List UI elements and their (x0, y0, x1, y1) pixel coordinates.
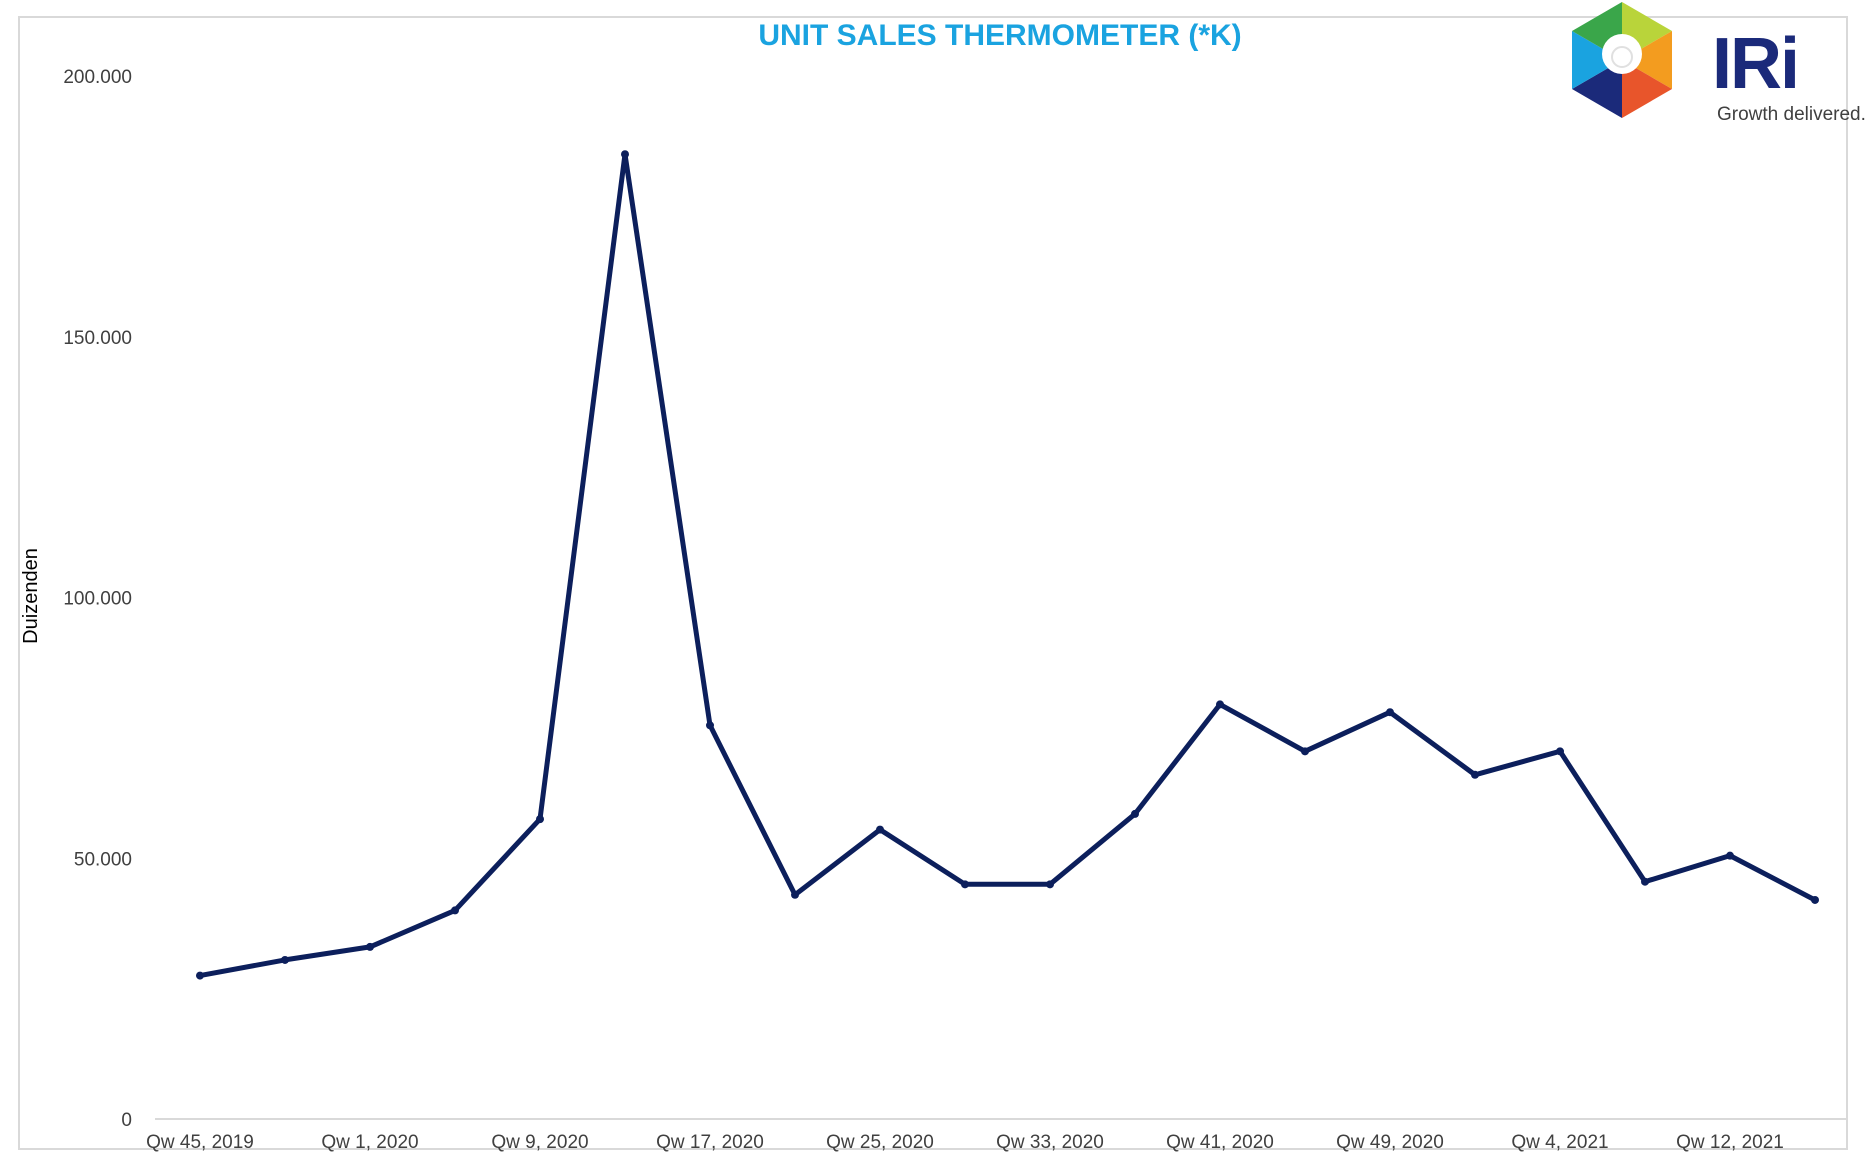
data-point (1216, 700, 1224, 709)
data-point (1471, 770, 1479, 779)
data-point (366, 942, 374, 951)
y-tick-label: 100.000 (63, 589, 132, 610)
series-line (197, 151, 1818, 979)
logo-wordmark: IRi (1712, 24, 1798, 104)
chart-title: UNIT SALES THERMOMETER (*K) (758, 19, 1241, 52)
x-tick-labels: Qw 45, 2019 Qw 1, 2020 Qw 9, 2020 Qw 17, 20… (146, 1132, 1784, 1153)
x-tick-label: Qw 4, 2021 (1511, 1132, 1608, 1153)
x-tick-label: Qw 25, 2020 (826, 1132, 934, 1153)
x-tick-label: Qw 17, 2020 (656, 1132, 764, 1153)
data-point (621, 150, 629, 159)
data-point (536, 815, 544, 824)
x-tick-label: Qw 41, 2020 (1166, 1132, 1274, 1153)
y-tick-label: 200.000 (63, 67, 132, 88)
y-tick-labels: 0 50.000 100.000 150.000 200.000 (63, 67, 132, 1131)
x-tick-label: Qw 1, 2020 (321, 1132, 418, 1153)
x-tick-label: Qw 33, 2020 (996, 1132, 1104, 1153)
data-point (1811, 895, 1819, 904)
data-point (196, 971, 204, 980)
x-tick-label: Qw 12, 2021 (1676, 1132, 1784, 1153)
hexagon-logo-icon (1572, 2, 1672, 118)
data-point (451, 906, 459, 915)
data-point (1386, 708, 1394, 717)
data-point (876, 825, 884, 834)
data-point (1301, 747, 1309, 756)
data-point (1641, 877, 1649, 886)
data-point (791, 890, 799, 899)
y-tick-label: 0 (121, 1110, 132, 1131)
data-point (961, 880, 969, 889)
data-point (1131, 809, 1139, 818)
logo-tagline: Growth delivered. (1717, 104, 1866, 125)
data-point (1046, 880, 1054, 889)
y-tick-label: 50.000 (74, 849, 132, 870)
data-point (1556, 747, 1564, 756)
iri-logo: IRi Growth delivered. (1562, 0, 1868, 130)
data-point (281, 955, 289, 964)
x-tick-label: Qw 49, 2020 (1336, 1132, 1444, 1153)
chart-frame (18, 16, 1848, 1150)
x-tick-label: Qw 45, 2019 (146, 1132, 254, 1153)
y-tick-label: 150.000 (63, 328, 132, 349)
data-point (706, 721, 714, 730)
x-tick-label: Qw 9, 2020 (491, 1132, 588, 1153)
data-points (196, 150, 1819, 980)
y-axis-label: Duizenden (20, 548, 42, 644)
data-point (1726, 851, 1734, 860)
